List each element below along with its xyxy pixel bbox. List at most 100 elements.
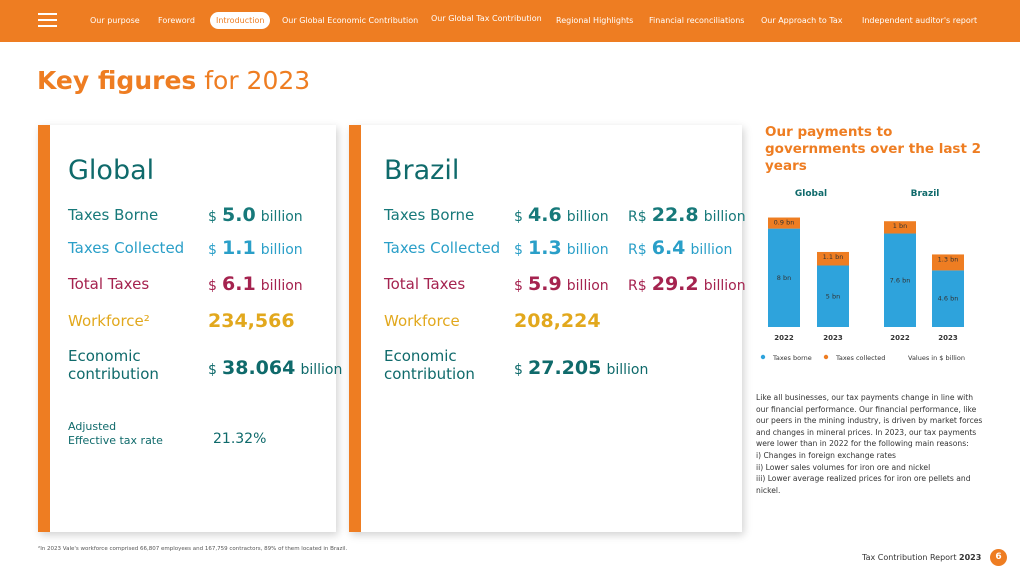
currency: $ [208,278,217,294]
nav-link[interactable]: Our Global Economic Contribution [282,16,419,25]
legend-marker [760,354,766,360]
currency: $ [208,209,217,225]
unit: billion [260,278,303,294]
amount: 29.2 [651,273,699,295]
x-tick-label: 2022 [890,334,910,342]
amount: 38.064 [222,357,296,379]
row-label: Economic contribution [68,347,159,383]
row-value: 208,224 [514,310,601,332]
currency: $ [208,362,217,378]
value-label: 5 bn [826,292,840,300]
bar-segment [817,251,849,266]
value-label: 0.9 bn [774,219,795,227]
unit: billion [566,242,609,258]
row-label: Adjusted Effective tax rate [68,420,163,448]
row-value: $ 27.205 billion [514,357,648,379]
amount: 6.4 [651,237,686,259]
currency: $ [208,242,217,258]
amount: 22.8 [651,204,699,226]
amount: 6.1 [222,273,256,295]
heading-bold: Key figures [37,66,197,95]
x-tick-label: 2022 [774,334,794,342]
reason: ii) Lower sales volumes for iron ore and… [756,462,931,472]
card-title: Global [68,155,155,186]
row-value: 234,566 [208,310,295,332]
nav-link[interactable]: Financial reconciliations [649,16,745,25]
row-label: Total Taxes [384,275,466,293]
bar-segment [768,217,800,229]
bar-segment [932,254,964,271]
footnote: ²In 2023 Vale's workforce comprised 66,8… [38,546,348,552]
unit: billion [690,242,733,258]
row-label: Total Taxes [68,275,150,293]
bar-segment [932,270,964,327]
row-value: R$ 29.2 billion [628,273,746,295]
unit: billion [566,209,609,225]
currency: R$ [628,209,647,225]
label-line: contribution [384,365,475,383]
row-value: $ 38.064 billion [208,357,342,379]
row-value: $ 5.9 billion [514,273,609,295]
reason: iii) Lower average realized prices for i… [756,474,971,495]
currency: $ [514,209,523,225]
footer: Tax Contribution Report 2023 [862,553,981,562]
row-label: Economic contribution [384,347,475,383]
group-label: Brazil [911,189,940,199]
menu-icon[interactable] [38,13,58,29]
value-label: 1 bn [893,222,907,230]
card [349,125,742,532]
row-value: $ 1.3 billion [514,237,609,259]
nav-link[interactable]: Our Approach to Tax [761,16,843,25]
reason: i) Changes in foreign exchange rates [756,450,897,460]
nav-link[interactable]: Independent auditor's report [862,16,978,25]
amount: 208,224 [514,310,601,332]
amount: 27.205 [528,357,602,379]
chart-note: Values in $ billion [908,354,965,362]
amount: 234,566 [208,310,295,332]
nav-link[interactable]: Foreword [158,16,195,25]
currency: $ [514,362,523,378]
unit: billion [260,209,303,225]
value-label: 8 bn [777,274,791,282]
row-value: R$ 6.4 billion [628,237,732,259]
value-label: 4.6 bn [938,295,959,303]
unit: billion [260,242,303,258]
paragraph: Like all businesses, our tax payments ch… [756,392,988,496]
bar-segment [884,221,916,234]
group-label: Global [795,189,827,199]
amount: 1.3 [528,237,562,259]
bar-segment [817,265,849,327]
paragraph-body: Like all businesses, our tax payments ch… [756,393,983,449]
nav-link[interactable]: Regional Highlights [556,16,634,25]
unit: billion [566,278,609,294]
currency: R$ [628,278,647,294]
nav-link[interactable]: Our purpose [90,16,140,25]
bar-segment [884,233,916,327]
page-number: 6 [990,549,1007,566]
row-value: $ 6.1 billion [208,273,303,295]
row-value: R$ 22.8 billion [628,204,746,226]
amount: 21.32% [213,431,267,447]
footer-year: 2023 [959,553,982,562]
label-line: contribution [68,365,159,383]
unit: billion [703,209,746,225]
x-tick-label: 2023 [823,334,843,342]
nav-link[interactable]: Introduction [210,12,271,29]
card [38,125,336,532]
nav-link[interactable]: Our Global Tax Contribution [431,14,542,23]
value-label: 7.6 bn [890,276,911,284]
row-label: Workforce² [68,312,150,330]
amount: 4.6 [528,204,562,226]
row-label: Taxes Collected [68,239,185,257]
label-line: Economic [68,347,141,365]
row-value: $ 1.1 billion [208,237,303,259]
legend-label: Taxes collected [835,354,885,362]
row-value: $ 5.0 billion [208,204,303,226]
footer-text: Tax Contribution Report [862,553,957,562]
heading-rest: for 2023 [204,66,311,95]
currency: R$ [628,242,647,258]
row-label: Workforce [384,312,460,330]
row-value: $ 4.6 billion [514,204,609,226]
row-value: 21.32% [213,428,266,447]
